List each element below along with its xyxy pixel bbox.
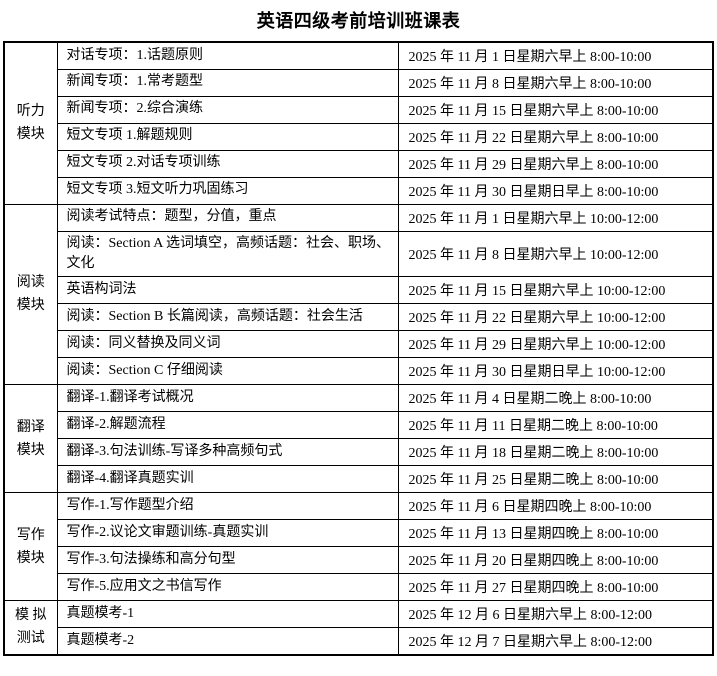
topic-cell: 阅读：同义替换及同义词 bbox=[56, 330, 399, 359]
time-cell: 2025 年 12 月 6 日星期六早上 8:00-12:00 bbox=[397, 600, 714, 629]
topic-cell: 写作-2.议论文审题训练-真题实训 bbox=[56, 519, 399, 548]
time-cell: 2025 年 11 月 22 日星期六早上 10:00-12:00 bbox=[397, 303, 714, 332]
topic-cell: 短文专项 2.对话专项训练 bbox=[56, 149, 399, 178]
table-row: 翻译-3.句法训练-写译多种高频句式 2025 年 11 月 18 日星期二晚上 … bbox=[4, 438, 714, 467]
table-row: 短文专项 1.解题规则 2025 年 11 月 22 日星期六早上 8:00-10… bbox=[4, 122, 714, 151]
module-label-line: 模块 bbox=[16, 127, 45, 143]
table-row: 翻译 模块 翻译-1.翻译考试概况 2025 年 11 月 4 日星期二晚上 8:00… bbox=[3, 384, 714, 494]
table-row: 写作-3.句法操练和高分句型 2025 年 11 月 20 日星期四晚上 8:00… bbox=[4, 546, 714, 575]
topic-cell: 写作-1.写作题型介绍 bbox=[56, 492, 399, 521]
time-cell: 2025 年 12 月 7 日星期六早上 8:00-12:00 bbox=[397, 627, 714, 656]
topic-cell: 对话专项：1.话题原则 bbox=[56, 41, 399, 70]
module-label-line: 阅读 bbox=[16, 275, 45, 291]
time-cell: 2025 年 11 月 11 日星期二晚上 8:00-10:00 bbox=[397, 411, 714, 440]
module-label-line: 测试 bbox=[16, 631, 45, 647]
topic-cell: 真题模考-1 bbox=[56, 600, 399, 629]
table-row: 短文专项 2.对话专项训练 2025 年 11 月 29 日星期六早上 8:00-… bbox=[4, 149, 714, 178]
topic-cell: 短文专项 3.短文听力巩固练习 bbox=[56, 176, 399, 205]
module-label-cell: 翻译 模块 bbox=[3, 384, 58, 494]
module-label-cell: 阅读 模块 bbox=[3, 203, 58, 386]
module-label-cell: 写作 模块 bbox=[3, 492, 58, 602]
time-cell: 2025 年 11 月 8 日星期六早上 8:00-10:00 bbox=[397, 68, 714, 97]
table-row: 阅读：Section C 仔细阅读 2025 年 11 月 30 日星期日早上 1… bbox=[4, 357, 714, 386]
time-cell: 2025 年 11 月 29 日星期六早上 8:00-10:00 bbox=[397, 149, 714, 178]
topic-cell: 真题模考-2 bbox=[56, 627, 399, 656]
module-label-line: 模块 bbox=[16, 442, 45, 458]
time-cell: 2025 年 11 月 20 日星期四晚上 8:00-10:00 bbox=[397, 546, 714, 575]
topic-cell: 翻译-3.句法训练-写译多种高频句式 bbox=[56, 438, 399, 467]
time-cell: 2025 年 11 月 30 日星期日早上 8:00-10:00 bbox=[397, 176, 714, 205]
module-label-line: 模 拟 bbox=[15, 608, 47, 624]
module-label-line: 听力 bbox=[16, 104, 45, 120]
topic-cell: 短文专项 1.解题规则 bbox=[56, 122, 399, 151]
time-cell: 2025 年 11 月 1 日星期六早上 8:00-10:00 bbox=[397, 41, 714, 70]
time-cell: 2025 年 11 月 8 日星期六早上 10:00-12:00 bbox=[397, 230, 714, 278]
table-row: 翻译-4.翻译真题实训 2025 年 11 月 25 日星期二晚上 8:00-10… bbox=[4, 465, 714, 494]
table-row: 阅读：Section B 长篇阅读，高频话题：社会生活 2025 年 11 月 2… bbox=[4, 303, 714, 332]
time-cell: 2025 年 11 月 15 日星期六早上 10:00-12:00 bbox=[397, 276, 714, 305]
table-row: 听力 模块 对话专项：1.话题原则 2025 年 11 月 1 日星期六早上 8:00… bbox=[3, 41, 714, 205]
topic-cell: 阅读：Section B 长篇阅读，高频话题：社会生活 bbox=[56, 303, 399, 332]
table-row: 模 拟测试 真题模考-1 2025 年 12 月 6 日星期六早上 8:00-12:… bbox=[3, 600, 714, 656]
topic-cell: 阅读考试特点：题型，分值，重点 bbox=[56, 203, 399, 232]
time-cell: 2025 年 11 月 25 日星期二晚上 8:00-10:00 bbox=[397, 465, 714, 494]
table-row: 写作-5.应用文之书信写作 2025 年 11 月 27 日星期四晚上 8:00-… bbox=[4, 573, 714, 602]
table-row: 新闻专项：1.常考题型 2025 年 11 月 8 日星期六早上 8:00-10:… bbox=[4, 68, 714, 97]
table-row: 短文专项 3.短文听力巩固练习 2025 年 11 月 30 日星期日早上 8:0… bbox=[4, 176, 714, 205]
topic-cell: 写作-3.句法操练和高分句型 bbox=[56, 546, 399, 575]
time-cell: 2025 年 11 月 6 日星期四晚上 8:00-10:00 bbox=[397, 492, 714, 521]
topic-cell: 写作-5.应用文之书信写作 bbox=[56, 573, 399, 602]
topic-cell: 翻译-1.翻译考试概况 bbox=[56, 384, 399, 413]
page-title: 英语四级考前培训班课表 bbox=[256, 11, 461, 31]
time-cell: 2025 年 11 月 30 日星期日早上 10:00-12:00 bbox=[397, 357, 714, 386]
module-label-line: 模块 bbox=[16, 298, 45, 314]
module-label-line: 翻译 bbox=[16, 419, 45, 435]
schedule-table: 听力 模块 对话专项：1.话题原则 2025 年 11 月 1 日星期六早上 8:00… bbox=[3, 41, 714, 656]
time-cell: 2025 年 11 月 13 日星期四晚上 8:00-10:00 bbox=[397, 519, 714, 548]
topic-cell: 新闻专项：1.常考题型 bbox=[56, 68, 399, 97]
table-row: 阅读：同义替换及同义词 2025 年 11 月 29 日星期六早上 10:00-1… bbox=[4, 330, 714, 359]
time-cell: 2025 年 11 月 18 日星期二晚上 8:00-10:00 bbox=[397, 438, 714, 467]
topic-cell: 新闻专项：2.综合演练 bbox=[56, 95, 399, 124]
module-label-cell: 听力 模块 bbox=[3, 41, 58, 205]
table-row: 阅读 模块 阅读考试特点：题型，分值，重点 2025 年 11 月 1 日星期六早上 … bbox=[3, 203, 714, 386]
time-cell: 2025 年 11 月 22 日星期六早上 8:00-10:00 bbox=[397, 122, 714, 151]
time-cell: 2025 年 11 月 29 日星期六早上 10:00-12:00 bbox=[397, 330, 714, 359]
time-cell: 2025 年 11 月 4 日星期二晚上 8:00-10:00 bbox=[397, 384, 714, 413]
table-row: 写作 模块 写作-1.写作题型介绍 2025 年 11 月 6 日星期四晚上 8:00… bbox=[3, 492, 714, 602]
topic-cell: 英语构词法 bbox=[56, 276, 399, 305]
table-row: 英语构词法 2025 年 11 月 15 日星期六早上 10:00-12:00 bbox=[4, 276, 714, 305]
topic-cell: 翻译-2.解题流程 bbox=[56, 411, 399, 440]
topic-cell: 阅读：Section C 仔细阅读 bbox=[56, 357, 399, 386]
table-row: 写作-2.议论文审题训练-真题实训 2025 年 11 月 13 日星期四晚上 8… bbox=[4, 519, 714, 548]
time-cell: 2025 年 11 月 1 日星期六早上 10:00-12:00 bbox=[397, 203, 714, 232]
module-label-line: 写作 bbox=[16, 527, 45, 543]
topic-cell: 阅读：Section A 选词填空，高频话题：社会、职场、文化 bbox=[56, 230, 399, 278]
module-label-line: 模块 bbox=[16, 550, 45, 566]
table-row: 新闻专项：2.综合演练 2025 年 11 月 15 日星期六早上 8:00-10… bbox=[4, 95, 714, 124]
module-label-cell: 模 拟测试 bbox=[3, 600, 58, 656]
schedule-table-body: 听力 模块 对话专项：1.话题原则 2025 年 11 月 1 日星期六早上 8:00… bbox=[3, 41, 714, 656]
time-cell: 2025 年 11 月 15 日星期六早上 8:00-10:00 bbox=[397, 95, 714, 124]
topic-cell: 翻译-4.翻译真题实训 bbox=[56, 465, 399, 494]
time-cell: 2025 年 11 月 27 日星期四晚上 8:00-10:00 bbox=[397, 573, 714, 602]
table-row: 真题模考-2 2025 年 12 月 7 日星期六早上 8:00-12:00 bbox=[4, 627, 714, 656]
table-row: 翻译-2.解题流程 2025 年 11 月 11 日星期二晚上 8:00-10:0… bbox=[4, 411, 714, 440]
table-row: 阅读：Section A 选词填空，高频话题：社会、职场、文化 2025 年 11… bbox=[4, 230, 714, 278]
